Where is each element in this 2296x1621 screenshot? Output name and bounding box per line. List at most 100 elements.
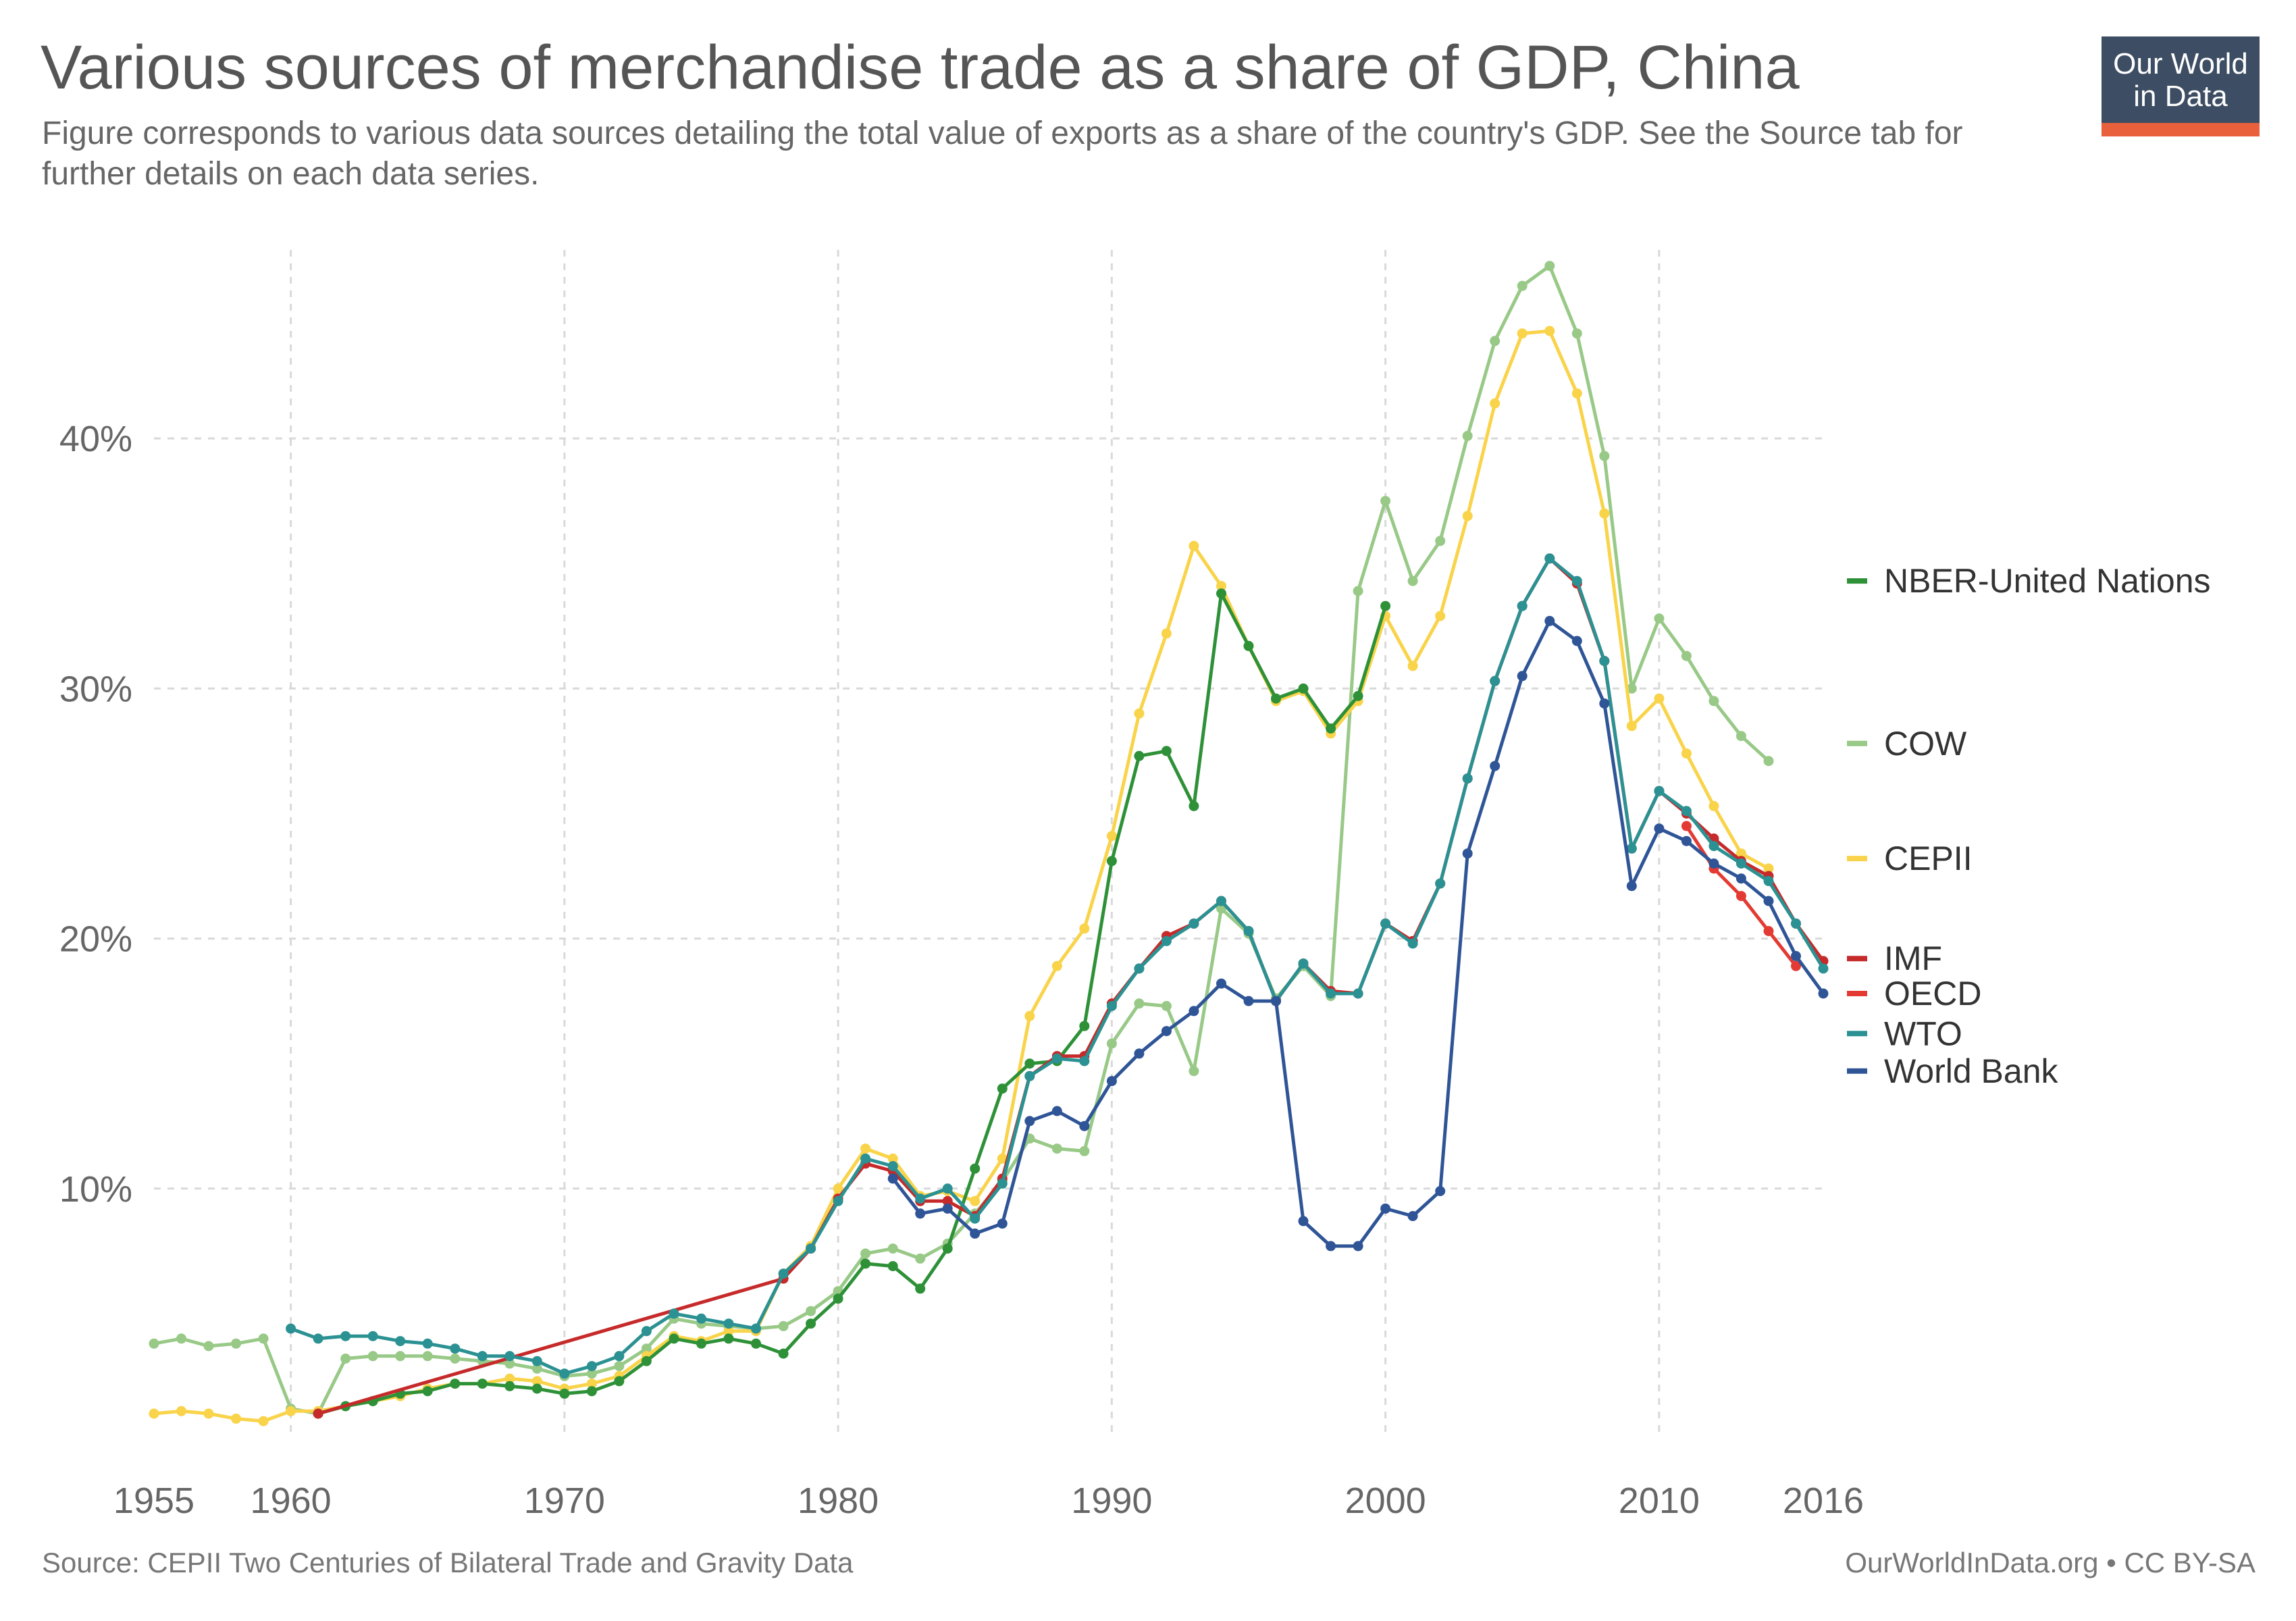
data-point[interactable]	[1407, 938, 1418, 949]
data-point[interactable]	[504, 1381, 515, 1391]
data-point[interactable]	[1161, 1026, 1172, 1037]
data-point[interactable]	[669, 1308, 679, 1319]
data-point[interactable]	[286, 1406, 296, 1416]
data-point[interactable]	[1051, 960, 1062, 971]
data-point[interactable]	[860, 1248, 871, 1259]
data-point[interactable]	[1435, 1186, 1446, 1196]
data-point[interactable]	[1462, 773, 1473, 784]
data-point[interactable]	[1763, 875, 1774, 886]
data-point[interactable]	[1708, 800, 1719, 811]
data-point[interactable]	[1189, 1066, 1199, 1077]
data-point[interactable]	[641, 1343, 652, 1354]
data-point[interactable]	[1407, 575, 1418, 586]
data-point[interactable]	[1161, 1001, 1172, 1011]
data-point[interactable]	[1079, 923, 1090, 934]
data-point[interactable]	[504, 1373, 515, 1384]
data-point[interactable]	[860, 1153, 871, 1164]
data-point[interactable]	[1161, 935, 1172, 946]
data-point[interactable]	[833, 1183, 843, 1194]
data-point[interactable]	[1435, 536, 1446, 546]
data-point[interactable]	[1079, 1146, 1090, 1156]
data-point[interactable]	[1654, 693, 1665, 704]
data-point[interactable]	[203, 1408, 214, 1419]
data-point[interactable]	[1106, 1038, 1117, 1049]
data-point[interactable]	[559, 1368, 570, 1379]
data-point[interactable]	[586, 1361, 597, 1372]
data-point[interactable]	[1462, 430, 1473, 441]
data-point[interactable]	[723, 1318, 734, 1329]
data-point[interactable]	[833, 1293, 843, 1304]
data-point[interactable]	[614, 1361, 625, 1372]
data-point[interactable]	[1736, 858, 1746, 869]
data-point[interactable]	[806, 1306, 816, 1316]
data-point[interactable]	[915, 1253, 926, 1264]
data-point[interactable]	[1517, 600, 1528, 611]
data-point[interactable]	[1599, 656, 1610, 667]
data-point[interactable]	[915, 1283, 926, 1294]
legend-item[interactable]: OECD	[1847, 975, 1981, 1012]
data-point[interactable]	[1380, 918, 1391, 929]
data-point[interactable]	[586, 1379, 597, 1389]
data-point[interactable]	[1791, 960, 1801, 971]
data-point[interactable]	[531, 1376, 542, 1387]
data-point[interactable]	[531, 1383, 542, 1394]
data-point[interactable]	[723, 1326, 734, 1337]
data-point[interactable]	[1024, 1116, 1035, 1127]
data-point[interactable]	[1544, 615, 1555, 626]
data-point[interactable]	[313, 1408, 323, 1419]
data-point[interactable]	[504, 1351, 515, 1362]
data-point[interactable]	[1079, 1021, 1090, 1031]
data-point[interactable]	[1216, 588, 1226, 599]
data-point[interactable]	[1407, 661, 1418, 671]
data-point[interactable]	[1298, 1216, 1309, 1227]
data-point[interactable]	[1681, 821, 1692, 831]
data-point[interactable]	[422, 1338, 433, 1349]
data-point[interactable]	[887, 1243, 898, 1254]
data-point[interactable]	[1654, 786, 1665, 796]
data-point[interactable]	[1462, 511, 1473, 521]
data-point[interactable]	[149, 1338, 159, 1349]
data-point[interactable]	[970, 1163, 981, 1174]
data-point[interactable]	[1134, 1048, 1145, 1059]
data-point[interactable]	[422, 1351, 433, 1362]
data-point[interactable]	[1106, 1001, 1117, 1011]
data-point[interactable]	[669, 1333, 679, 1344]
data-point[interactable]	[806, 1243, 816, 1254]
data-point[interactable]	[1544, 326, 1555, 336]
data-point[interactable]	[1079, 1121, 1090, 1131]
data-point[interactable]	[1626, 881, 1637, 892]
data-point[interactable]	[1490, 336, 1501, 346]
data-point[interactable]	[1626, 683, 1637, 694]
data-point[interactable]	[1571, 636, 1582, 646]
data-point[interactable]	[751, 1338, 761, 1349]
data-point[interactable]	[422, 1386, 433, 1397]
data-point[interactable]	[1571, 328, 1582, 339]
data-point[interactable]	[1189, 918, 1199, 929]
data-point[interactable]	[997, 1218, 1008, 1229]
data-point[interactable]	[340, 1354, 351, 1364]
data-point[interactable]	[887, 1153, 898, 1164]
data-point[interactable]	[806, 1318, 816, 1329]
data-point[interactable]	[1353, 988, 1363, 999]
data-point[interactable]	[778, 1348, 789, 1359]
data-point[interactable]	[395, 1351, 406, 1362]
data-point[interactable]	[1353, 691, 1363, 701]
data-point[interactable]	[531, 1356, 542, 1366]
data-point[interactable]	[1024, 1071, 1035, 1081]
data-point[interactable]	[1708, 858, 1719, 869]
data-point[interactable]	[1326, 988, 1336, 999]
source-note[interactable]: Source: CEPII Two Centuries of Bilateral…	[42, 1547, 854, 1578]
data-point[interactable]	[942, 1203, 953, 1214]
data-point[interactable]	[1271, 996, 1281, 1006]
data-point[interactable]	[942, 1243, 953, 1254]
data-point[interactable]	[723, 1333, 734, 1344]
data-point[interactable]	[1654, 613, 1665, 624]
series-line[interactable]	[152, 264, 1771, 1416]
data-point[interactable]	[1490, 761, 1501, 771]
data-point[interactable]	[1544, 553, 1555, 564]
data-point[interactable]	[1051, 1106, 1062, 1116]
data-point[interactable]	[1380, 496, 1391, 507]
data-point[interactable]	[1407, 1211, 1418, 1221]
data-point[interactable]	[860, 1258, 871, 1269]
data-point[interactable]	[997, 1153, 1008, 1164]
